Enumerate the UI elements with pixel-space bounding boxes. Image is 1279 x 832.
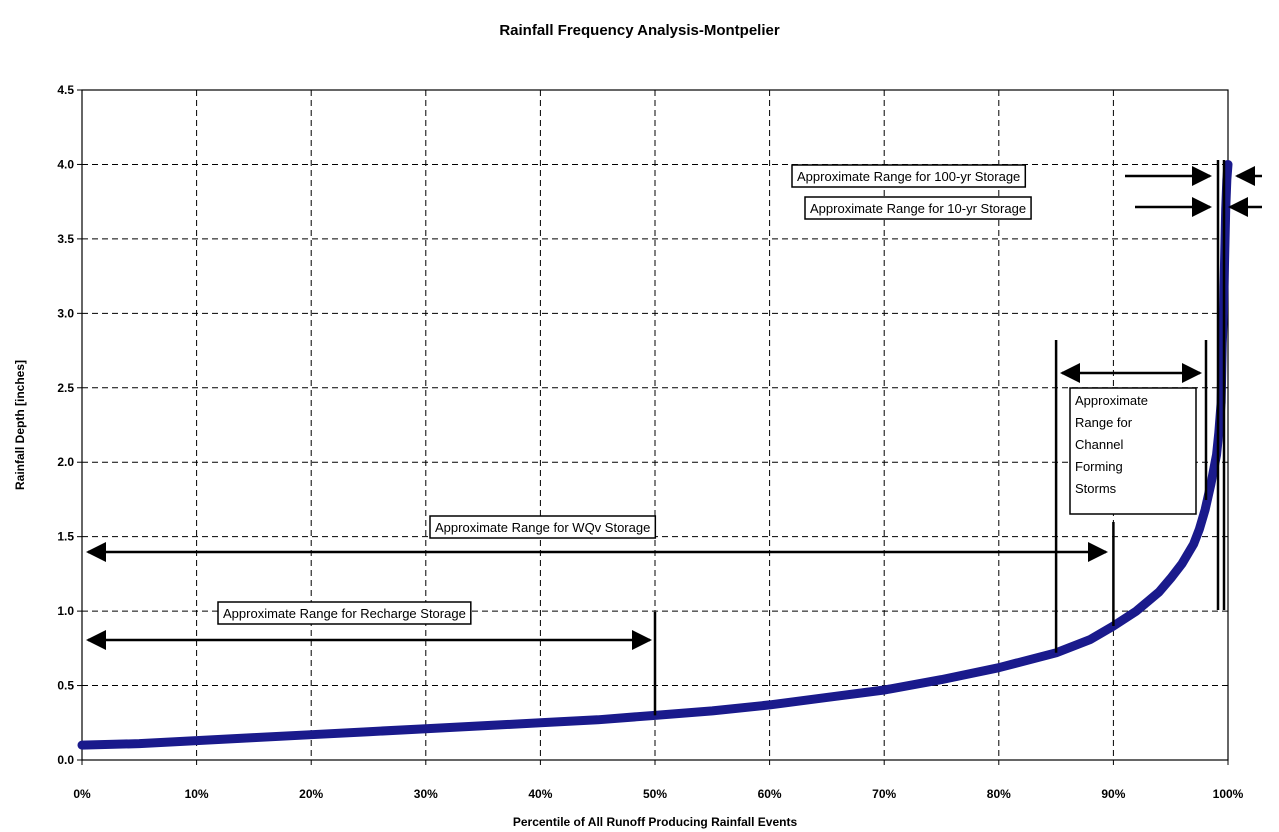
x-tick-label: 50% (643, 787, 667, 801)
annotation-recharge: Approximate Range for Recharge Storage (217, 601, 472, 625)
data-point (995, 664, 1002, 671)
axis-ticks: 0% 10% 20% 30% 40% 50% 60% 70% 80% 90% 100% 0.0 0.5 1… (57, 83, 1243, 801)
x-axis-label: Percentile of All Runoff Producing Rainf… (513, 815, 798, 829)
y-tick-label: 4.5 (57, 83, 74, 97)
data-point (1167, 575, 1174, 582)
annotation-10yr-text: Approximate Range for 10-yr Storage (810, 201, 1026, 216)
annotation-100yr: Approximate Range for 100-yr Storage (791, 164, 1027, 188)
annotation-channel-text: Storms (1075, 481, 1117, 496)
data-point (1133, 607, 1140, 615)
data-point (938, 676, 945, 683)
annotation-channel: Approximate Range for Channel Forming Storms (1069, 387, 1197, 515)
annotation-wqv-text: Approximate Range for WQv Storage (435, 520, 650, 535)
x-tick-label: 70% (872, 787, 896, 801)
data-point (422, 725, 429, 732)
data-point (594, 716, 601, 723)
data-point (823, 694, 831, 701)
data-point (1223, 176, 1231, 183)
y-tick-label: 1.5 (57, 530, 74, 544)
annotation-channel-text: Approximate (1075, 393, 1148, 408)
annotation-channel-box (1069, 387, 1197, 515)
y-tick-label: 4.0 (57, 157, 74, 171)
x-tick-label: 100% (1213, 787, 1244, 801)
data-point (1196, 526, 1203, 533)
y-tick-label: 0.0 (57, 753, 74, 767)
data-point (1207, 481, 1215, 488)
x-tick-label: 10% (185, 787, 209, 801)
data-point (709, 707, 716, 715)
annotation-channel-text: Forming (1075, 459, 1123, 474)
y-tick-label: 3.5 (57, 232, 74, 246)
data-point (1217, 399, 1225, 406)
annotation-recharge-box (217, 601, 472, 625)
data-point (881, 686, 888, 694)
data-point (193, 737, 200, 744)
data-point (1224, 161, 1232, 168)
annotation-100yr-text: Approximate Range for 100-yr Storage (797, 169, 1020, 184)
data-point (1201, 506, 1209, 514)
annotation-100yr-box (791, 164, 1027, 188)
y-tick-label: 2.5 (57, 381, 74, 395)
annotation-channel-text: Range for (1075, 415, 1133, 430)
x-tick-label: 80% (987, 787, 1011, 801)
y-tick-label: 0.5 (57, 679, 74, 693)
data-series (77, 159, 1233, 750)
x-tick-label: 40% (528, 787, 552, 801)
data-point (78, 741, 86, 749)
data-point (1190, 540, 1197, 548)
x-tick-label: 30% (414, 787, 438, 801)
data-point (1178, 560, 1186, 567)
y-axis-label: Rainfall Depth [inches] (13, 360, 27, 490)
data-point (766, 701, 773, 709)
x-tick-label: 20% (299, 787, 323, 801)
annotation-channel-text: Channel (1075, 437, 1124, 452)
annotations: Approximate Range for 100-yr Storage Appr… (86, 160, 1262, 716)
y-tick-label: 2.0 (57, 455, 74, 469)
y-tick-label: 3.0 (57, 306, 74, 320)
data-point (136, 740, 143, 747)
annotation-10yr-box (804, 196, 1032, 220)
data-point (1087, 636, 1094, 643)
x-tick-label: 0% (73, 787, 91, 801)
annotation-wqv-box (429, 515, 657, 539)
x-tick-label: 60% (758, 787, 782, 801)
data-point (1156, 588, 1163, 595)
chart-title: Rainfall Frequency Analysis-Montpelier (499, 22, 780, 39)
data-point (250, 734, 258, 741)
x-tick-label: 90% (1101, 787, 1125, 801)
y-tick-label: 1.0 (57, 604, 74, 618)
data-point (537, 719, 544, 726)
annotation-wqv: Approximate Range for WQv Storage (429, 515, 657, 539)
data-point (479, 722, 487, 729)
annotation-recharge-text: Approximate Range for Recharge Storage (223, 606, 466, 621)
data-point (365, 728, 372, 735)
data-point (308, 731, 315, 738)
annotation-10yr: Approximate Range for 10-yr Storage (804, 196, 1032, 220)
